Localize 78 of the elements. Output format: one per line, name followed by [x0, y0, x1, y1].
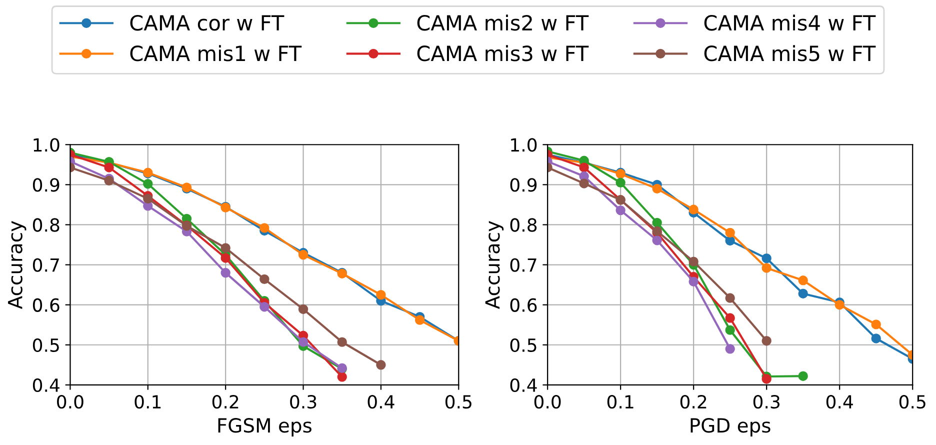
- point: [143, 179, 153, 189]
- x-tick-label: 0.0: [57, 394, 84, 409]
- point: [298, 304, 308, 314]
- x-tick-label: 0.4: [826, 394, 853, 409]
- x-tick-label: 0.5: [899, 394, 926, 409]
- point: [725, 313, 735, 323]
- legend-label: CAMA mis5 w FT: [704, 45, 876, 62]
- point: [298, 337, 308, 347]
- point: [104, 162, 114, 172]
- point: [652, 235, 662, 246]
- point: [376, 290, 386, 300]
- point: [337, 337, 347, 347]
- y-axis-title: Accuracy: [8, 220, 26, 310]
- legend-label: CAMA mis3 w FT: [417, 45, 589, 62]
- y-tick-label: 0.8: [32, 218, 60, 232]
- point: [798, 371, 808, 381]
- point: [652, 184, 662, 194]
- y-axis-title: Accuracy: [485, 220, 504, 310]
- point: [616, 178, 626, 188]
- point: [871, 334, 881, 344]
- point: [688, 276, 698, 286]
- point: [725, 344, 735, 354]
- point: [798, 276, 808, 286]
- point: [260, 223, 270, 233]
- point: [376, 360, 386, 370]
- point: [220, 268, 230, 278]
- point: [220, 253, 230, 263]
- x-tick-label: 0.5: [445, 394, 472, 409]
- x-tick-label: 0.4: [368, 394, 394, 409]
- point: [143, 194, 153, 204]
- point: [688, 256, 698, 266]
- y-tick-label: 0.6: [510, 298, 537, 312]
- point: [725, 228, 735, 238]
- point: [688, 204, 698, 214]
- point: [260, 274, 270, 284]
- point: [579, 178, 589, 188]
- legend-label: CAMA mis4 w FT: [704, 14, 876, 31]
- legend-label: CAMA mis1 w FT: [130, 45, 302, 62]
- y-tick-label: 0.5: [510, 338, 536, 352]
- point: [762, 254, 772, 264]
- y-tick-label: 0.7: [32, 258, 59, 272]
- y-tick-label: 0.8: [510, 218, 537, 232]
- x-axis-title: FGSM eps: [218, 418, 312, 436]
- point: [871, 320, 881, 330]
- point: [579, 162, 589, 172]
- y-tick-label: 0.4: [32, 378, 60, 392]
- x-tick-label: 0.0: [534, 394, 561, 409]
- point: [834, 300, 844, 310]
- x-tick-label: 0.1: [134, 394, 161, 409]
- point: [762, 263, 772, 273]
- point: [220, 243, 230, 253]
- legend-label: CAMA mis2 w FT: [417, 14, 589, 31]
- y-tick-label: 0.4: [510, 378, 537, 392]
- y-tick-label: 1.0: [511, 138, 537, 152]
- point: [260, 302, 270, 312]
- point: [414, 315, 425, 325]
- point: [762, 336, 772, 346]
- x-tick-label: 0.3: [753, 394, 780, 409]
- x-axis-title: PGD eps: [690, 418, 770, 436]
- y-tick-label: 0.9: [32, 178, 60, 192]
- legend-label: CAMA cor w FT: [130, 14, 284, 31]
- point: [725, 236, 735, 246]
- x-tick-label: 0.2: [680, 394, 706, 409]
- point: [798, 288, 808, 298]
- point: [762, 374, 772, 384]
- y-tick-label: 0.6: [32, 298, 60, 312]
- point: [652, 218, 662, 228]
- point: [616, 205, 626, 216]
- y-tick-label: 0.9: [510, 178, 537, 192]
- y-tick-label: 1.0: [34, 138, 60, 152]
- point: [725, 325, 735, 335]
- x-tick-label: 0.3: [290, 394, 316, 409]
- x-tick-label: 0.2: [212, 394, 238, 409]
- point: [337, 372, 347, 382]
- x-tick-label: 0.1: [607, 394, 634, 409]
- y-tick-label: 0.5: [32, 338, 59, 352]
- y-tick-label: 0.7: [510, 258, 536, 272]
- point: [725, 293, 735, 303]
